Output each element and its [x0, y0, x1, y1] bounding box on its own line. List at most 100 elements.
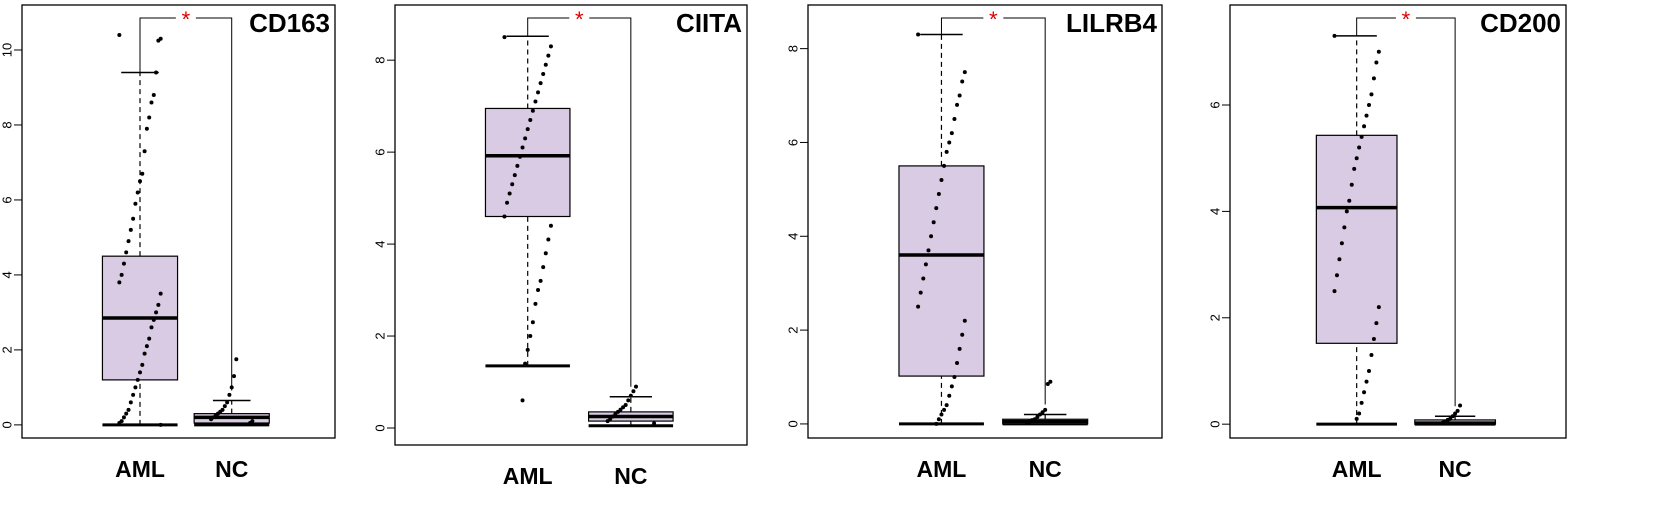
point: [926, 248, 931, 253]
point: [955, 102, 960, 107]
point: [1045, 382, 1050, 387]
point: [1440, 420, 1445, 425]
point: [533, 301, 538, 306]
bracket-gap: [983, 8, 1004, 28]
point: [1332, 33, 1337, 38]
point: [530, 320, 535, 325]
point: [918, 290, 923, 295]
x-tick-label: AML: [503, 463, 553, 489]
point: [149, 325, 154, 330]
point: [623, 403, 628, 407]
chart-title: LILRB4: [1066, 8, 1158, 38]
point: [952, 116, 957, 121]
point: [1453, 411, 1458, 416]
point: [936, 192, 941, 197]
point: [528, 334, 533, 339]
point: [505, 200, 510, 205]
point: [135, 377, 140, 382]
point: [1048, 379, 1053, 384]
point: [151, 92, 156, 97]
point: [1040, 410, 1045, 415]
point: [960, 332, 965, 337]
point: [121, 261, 126, 266]
box: [484, 107, 571, 218]
point: [960, 79, 965, 84]
point: [1366, 103, 1371, 108]
point: [942, 407, 947, 412]
point: [1357, 411, 1362, 416]
point: [615, 409, 620, 414]
point: [138, 179, 143, 184]
point: [939, 177, 944, 182]
point: [939, 412, 944, 417]
point: [128, 400, 133, 405]
y-tick-label: 6: [1207, 101, 1222, 108]
point: [147, 336, 152, 341]
point: [536, 288, 541, 293]
point: [222, 404, 227, 409]
x-tick-label: NC: [1439, 456, 1472, 482]
point: [949, 131, 954, 136]
y-tick-label: 4: [785, 233, 800, 240]
box: [1315, 134, 1398, 344]
bracket-gap: [175, 8, 196, 28]
y-tick-label: 4: [1207, 208, 1222, 215]
point: [1362, 390, 1367, 395]
point: [140, 362, 145, 367]
point: [923, 262, 928, 267]
point: [1374, 321, 1379, 326]
point: [546, 237, 551, 242]
point: [934, 206, 939, 211]
point: [530, 108, 535, 113]
point: [144, 344, 149, 349]
point: [512, 173, 517, 178]
chart-title: CIITA: [676, 8, 742, 38]
point: [121, 415, 126, 420]
significance-star: *: [575, 7, 584, 32]
point: [538, 278, 543, 283]
point: [128, 227, 133, 232]
point: [957, 346, 962, 351]
y-tick-label: 2: [1207, 314, 1222, 321]
point: [1455, 408, 1460, 413]
chart-title: CD163: [249, 8, 330, 38]
point: [1371, 76, 1376, 81]
point: [154, 70, 159, 75]
point: [1347, 198, 1352, 203]
point: [133, 201, 138, 206]
point: [149, 100, 154, 105]
point: [232, 374, 237, 379]
point: [952, 375, 957, 380]
point: [133, 385, 138, 390]
significance-star: *: [1402, 7, 1411, 32]
point: [1037, 412, 1042, 417]
point: [1364, 379, 1369, 384]
point: [126, 239, 131, 244]
point: [156, 302, 161, 307]
point: [634, 384, 639, 389]
point: [248, 421, 253, 426]
point: [1344, 209, 1349, 214]
point: [921, 276, 926, 281]
point: [1364, 113, 1369, 118]
point: [957, 93, 962, 98]
point: [916, 304, 921, 309]
point: [1369, 353, 1374, 358]
point: [1376, 49, 1381, 54]
point: [1359, 400, 1364, 405]
point: [225, 400, 230, 405]
point: [117, 32, 122, 37]
point: [538, 81, 543, 86]
y-tick-label: 0: [785, 420, 800, 427]
point: [533, 99, 538, 104]
point: [1362, 124, 1367, 129]
y-tick-label: 6: [0, 196, 14, 203]
bracket-gap: [1395, 8, 1416, 28]
point: [1043, 407, 1048, 412]
point: [124, 411, 129, 416]
point: [520, 145, 525, 150]
point: [934, 421, 939, 426]
y-tick-label: 2: [785, 326, 800, 333]
point: [151, 317, 156, 322]
